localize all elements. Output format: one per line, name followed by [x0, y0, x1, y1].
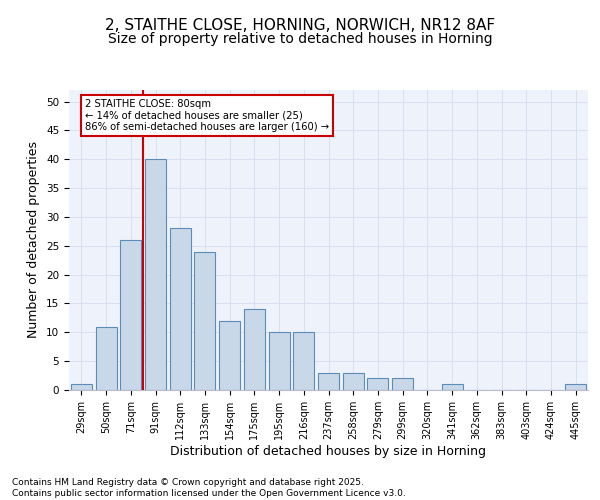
Bar — [442, 384, 463, 390]
Bar — [318, 372, 339, 390]
Bar — [120, 240, 141, 390]
Text: Size of property relative to detached houses in Horning: Size of property relative to detached ho… — [107, 32, 493, 46]
Bar — [343, 372, 364, 390]
Bar — [219, 321, 240, 390]
Bar — [145, 159, 166, 390]
Bar — [269, 332, 290, 390]
Bar — [194, 252, 215, 390]
Bar — [71, 384, 92, 390]
Bar — [392, 378, 413, 390]
Bar — [293, 332, 314, 390]
Text: 2, STAITHE CLOSE, HORNING, NORWICH, NR12 8AF: 2, STAITHE CLOSE, HORNING, NORWICH, NR12… — [105, 18, 495, 32]
Bar — [565, 384, 586, 390]
Y-axis label: Number of detached properties: Number of detached properties — [28, 142, 40, 338]
Text: 2 STAITHE CLOSE: 80sqm
← 14% of detached houses are smaller (25)
86% of semi-det: 2 STAITHE CLOSE: 80sqm ← 14% of detached… — [85, 99, 329, 132]
Bar — [367, 378, 388, 390]
Bar — [244, 309, 265, 390]
Text: Contains HM Land Registry data © Crown copyright and database right 2025.
Contai: Contains HM Land Registry data © Crown c… — [12, 478, 406, 498]
Bar — [170, 228, 191, 390]
Bar — [95, 326, 116, 390]
X-axis label: Distribution of detached houses by size in Horning: Distribution of detached houses by size … — [170, 444, 487, 458]
